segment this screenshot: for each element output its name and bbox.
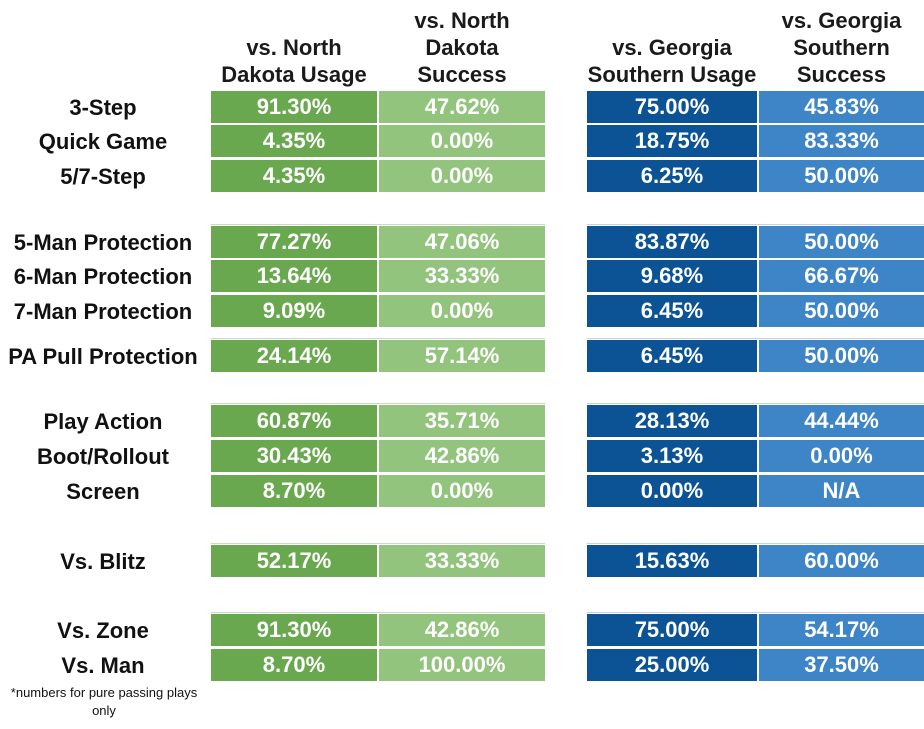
header-gs-usage: vs. Georgia Southern Usage [587,0,757,88]
value-cell: 0.00% [759,440,924,472]
group-divider [211,403,545,404]
value-cell: 15.63% [587,545,757,577]
table-row: 5-Man Protection 77.27% 47.06% 83.87% 50.00% [0,226,924,260]
footnote: *numbers for pure passing plays only [10,685,198,718]
row-label: PA Pull Protection [8,344,198,369]
value-cell: 44.44% [759,405,924,437]
value-cell: 30.43% [211,440,377,472]
value-cell: 42.86% [379,614,545,646]
table-row: 7-Man Protection 9.09% 0.00% 6.45% 50.00% [0,295,924,329]
value-cell: 91.30% [211,614,377,646]
table-row: 3-Step 91.30% 47.62% 75.00% 45.83% [0,91,924,125]
table-row: Quick Game 4.35% 0.00% 18.75% 83.33% [0,125,924,159]
table-row: 5/7-Step 4.35% 0.00% 6.25% 50.00% [0,160,924,194]
row-label: Vs. Zone [57,618,149,643]
value-cell: 0.00% [587,475,757,507]
value-cell: 25.00% [587,649,757,681]
value-cell: 33.33% [379,545,545,577]
value-cell: 50.00% [759,160,924,192]
value-cell: 37.50% [759,649,924,681]
value-cell: 0.00% [379,475,545,507]
value-cell: 33.33% [379,260,545,292]
group-divider [587,224,924,225]
value-cell: 60.87% [211,405,377,437]
value-cell: 9.09% [211,295,377,327]
header-und-success: vs. North Dakota Success [379,0,545,88]
value-cell: 42.86% [379,440,545,472]
value-cell: 0.00% [379,295,545,327]
row-label: 7-Man Protection [13,299,193,324]
table-row: Vs. Blitz 52.17% 33.33% 15.63% 60.00% [0,545,924,579]
value-cell: 28.13% [587,405,757,437]
value-cell: 0.00% [379,160,545,192]
value-cell: 83.33% [759,125,924,157]
value-cell: 8.70% [211,475,377,507]
header-text: vs. Georgia Southern Usage [587,35,757,87]
table-row: Boot/Rollout 30.43% 42.86% 3.13% 0.00% [0,440,924,474]
value-cell: 50.00% [759,226,924,258]
value-cell: 50.00% [759,340,924,372]
value-cell: 45.83% [759,91,924,123]
row-label: 6-Man Protection [13,264,193,289]
table-row: Vs. Man 8.70% 100.00% 25.00% 37.50% [0,649,924,683]
value-cell: 24.14% [211,340,377,372]
value-cell: 77.27% [211,226,377,258]
group-divider [211,543,545,544]
value-cell: 9.68% [587,260,757,292]
row-label: Quick Game [38,129,168,154]
table-row: Vs. Zone 91.30% 42.86% 75.00% 54.17% [0,614,924,648]
value-cell: 66.67% [759,260,924,292]
group-divider [211,224,545,225]
row-label: 5/7-Step [60,164,146,189]
row-label: Vs. Blitz [60,549,146,574]
group-divider [211,338,545,339]
value-cell: 83.87% [587,226,757,258]
value-cell: 4.35% [211,160,377,192]
value-cell: 13.64% [211,260,377,292]
header-und-usage: vs. North Dakota Usage [211,0,377,88]
group-divider [211,612,545,613]
value-cell: 3.13% [587,440,757,472]
value-cell: 91.30% [211,91,377,123]
value-cell: 0.00% [379,125,545,157]
value-cell: N/A [759,475,924,507]
value-cell: 35.71% [379,405,545,437]
value-cell: 52.17% [211,545,377,577]
value-cell: 50.00% [759,295,924,327]
value-cell: 18.75% [587,125,757,157]
row-label: Play Action [43,409,163,434]
value-cell: 4.35% [211,125,377,157]
value-cell: 6.45% [587,295,757,327]
value-cell: 75.00% [587,91,757,123]
header-gs-success: vs. Georgia Southern Success [759,0,924,88]
value-cell: 75.00% [587,614,757,646]
table-row: Screen 8.70% 0.00% 0.00% N/A [0,475,924,509]
value-cell: 60.00% [759,545,924,577]
row-label: 5-Man Protection [13,230,193,255]
group-divider [587,338,924,339]
header-text: vs. North Dakota Usage [221,35,367,87]
header-text: vs. North Dakota Success [414,8,510,87]
value-cell: 6.25% [587,160,757,192]
row-label: 3-Step [69,95,137,120]
value-cell: 6.45% [587,340,757,372]
table-row: PA Pull Protection 24.14% 57.14% 6.45% 50.00… [0,340,924,374]
value-cell: 100.00% [379,649,545,681]
value-cell: 54.17% [759,614,924,646]
value-cell: 47.06% [379,226,545,258]
value-cell: 47.62% [379,91,545,123]
header-text: vs. Georgia Southern Success [781,8,902,87]
group-divider [587,612,924,613]
group-divider [587,403,924,404]
row-label: Boot/Rollout [37,444,169,469]
table-row: Play Action 60.87% 35.71% 28.13% 44.44% [0,405,924,439]
value-cell: 57.14% [379,340,545,372]
table-row: 6-Man Protection 13.64% 33.33% 9.68% 66.67% [0,260,924,294]
row-label: Screen [66,479,140,504]
group-divider [587,543,924,544]
value-cell: 8.70% [211,649,377,681]
row-label: Vs. Man [61,653,145,678]
